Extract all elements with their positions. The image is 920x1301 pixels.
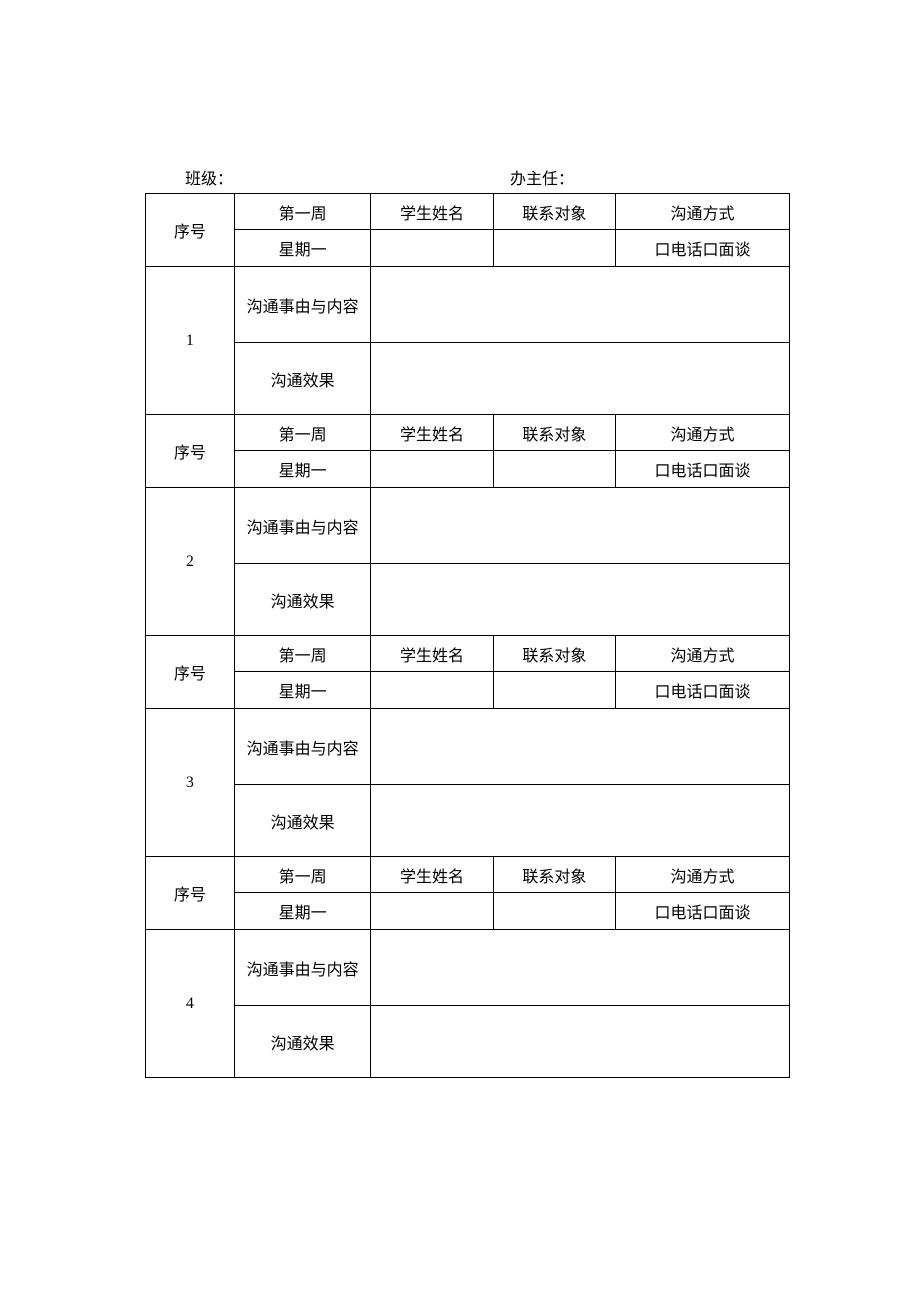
contact-target-header: 联系对象: [493, 636, 615, 672]
reason-content-value: [371, 488, 790, 564]
effect-value: [371, 1006, 790, 1078]
comm-method-cell: 口电话口面谈: [616, 893, 790, 930]
week-header: 第一周: [234, 415, 371, 451]
comm-method-cell: 口电话口面谈: [616, 451, 790, 488]
contact-target-header: 联系对象: [493, 415, 615, 451]
day-cell: 星期一: [234, 230, 371, 267]
reason-content-value: [371, 267, 790, 343]
effect-value: [371, 564, 790, 636]
reason-content-value: [371, 930, 790, 1006]
effect-value: [371, 785, 790, 857]
reason-content-label: 沟通事由与内容: [234, 267, 371, 343]
week-header: 第一周: [234, 857, 371, 893]
effect-label: 沟通效果: [234, 1006, 371, 1078]
reason-content-label: 沟通事由与内容: [234, 709, 371, 785]
student-name-header: 学生姓名: [371, 194, 493, 230]
seq-number: 2: [146, 488, 235, 636]
seq-header: 序号: [146, 636, 235, 709]
comm-method-header: 沟通方式: [616, 636, 790, 672]
student-name-cell: [371, 230, 493, 267]
seq-number: 1: [146, 267, 235, 415]
effect-label: 沟通效果: [234, 785, 371, 857]
student-name-header: 学生姓名: [371, 857, 493, 893]
student-name-cell: [371, 672, 493, 709]
student-name-header: 学生姓名: [371, 415, 493, 451]
contact-target-header: 联系对象: [493, 194, 615, 230]
form-header: 班级： 办主任：: [145, 165, 790, 189]
comm-method-header: 沟通方式: [616, 415, 790, 451]
reason-content-value: [371, 709, 790, 785]
student-name-cell: [371, 451, 493, 488]
comm-method-header: 沟通方式: [616, 194, 790, 230]
seq-header: 序号: [146, 415, 235, 488]
day-cell: 星期一: [234, 672, 371, 709]
day-cell: 星期一: [234, 893, 371, 930]
week-header: 第一周: [234, 636, 371, 672]
teacher-label: 办主任：: [510, 165, 574, 189]
contact-target-cell: [493, 230, 615, 267]
effect-label: 沟通效果: [234, 343, 371, 415]
seq-number: 4: [146, 930, 235, 1078]
comm-method-cell: 口电话口面谈: [616, 230, 790, 267]
communication-log-table: 序号 第一周 学生姓名 联系对象 沟通方式 星期一 口电话口面谈 1 沟通事由与…: [145, 193, 790, 1078]
effect-value: [371, 343, 790, 415]
reason-content-label: 沟通事由与内容: [234, 488, 371, 564]
contact-target-header: 联系对象: [493, 857, 615, 893]
contact-target-cell: [493, 672, 615, 709]
comm-method-cell: 口电话口面谈: [616, 672, 790, 709]
student-name-cell: [371, 893, 493, 930]
class-label: 班级：: [185, 165, 510, 189]
contact-target-cell: [493, 451, 615, 488]
student-name-header: 学生姓名: [371, 636, 493, 672]
seq-number: 3: [146, 709, 235, 857]
reason-content-label: 沟通事由与内容: [234, 930, 371, 1006]
week-header: 第一周: [234, 194, 371, 230]
day-cell: 星期一: [234, 451, 371, 488]
contact-target-cell: [493, 893, 615, 930]
comm-method-header: 沟通方式: [616, 857, 790, 893]
seq-header: 序号: [146, 857, 235, 930]
effect-label: 沟通效果: [234, 564, 371, 636]
seq-header: 序号: [146, 194, 235, 267]
